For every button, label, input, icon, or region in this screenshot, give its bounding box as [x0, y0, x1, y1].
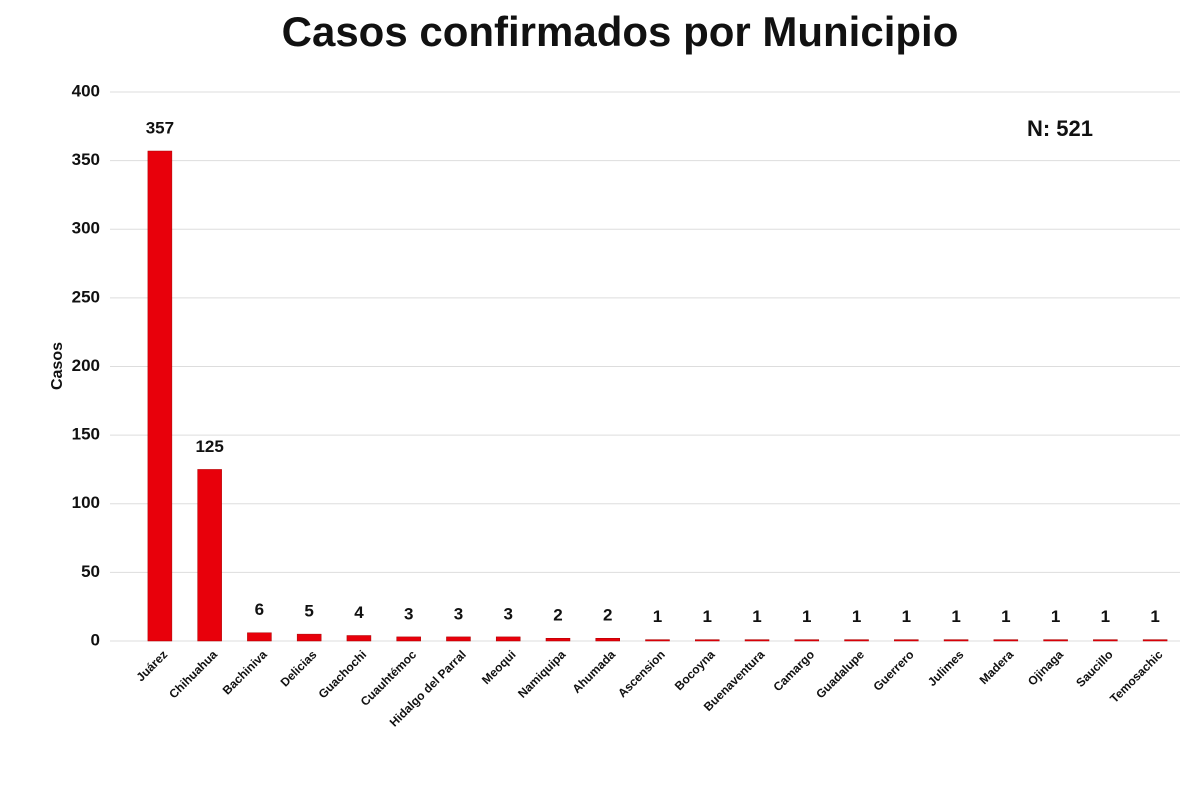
data-label: 1: [1150, 607, 1159, 626]
bar: [396, 636, 421, 642]
data-label: 1: [802, 607, 811, 626]
x-tick-label: Delicias: [278, 647, 320, 689]
y-tick-label: 250: [72, 287, 100, 306]
data-label: 2: [603, 606, 612, 625]
y-tick-label: 350: [72, 150, 100, 169]
bar: [197, 469, 222, 642]
bar: [744, 639, 770, 642]
bar: [1093, 639, 1118, 642]
data-label: 1: [1001, 607, 1010, 626]
y-axis-label: Casos: [49, 342, 66, 390]
bar: [296, 633, 322, 642]
y-tick-label: 300: [72, 219, 100, 238]
data-label: 1: [951, 607, 960, 626]
bar: [1142, 639, 1168, 642]
x-tick-label: Ahumada: [570, 647, 619, 696]
bar: [147, 150, 173, 642]
y-tick-label: 50: [81, 562, 100, 581]
x-tick-label: Bocoyna: [672, 647, 718, 693]
bar: [844, 639, 869, 642]
data-label: 1: [1051, 607, 1060, 626]
data-label: 1: [752, 607, 761, 626]
x-tick-label: Guadalupe: [813, 647, 867, 701]
x-tick-label: Ojinaga: [1025, 647, 1066, 688]
bar: [894, 639, 919, 642]
x-tick-label: Saucillo: [1073, 647, 1115, 689]
bar: [346, 635, 372, 642]
chart-title: Casos confirmados por Municipio: [282, 8, 959, 55]
data-label: 3: [404, 604, 413, 623]
bar: [545, 638, 571, 642]
x-tick-label: Chihuahua: [166, 647, 220, 701]
bar: [993, 639, 1019, 642]
x-tick-label: Namiquipa: [515, 647, 569, 701]
data-label: 1: [1101, 607, 1110, 626]
bar: [794, 639, 820, 642]
x-tick-label: Meoqui: [479, 647, 519, 687]
data-label: 4: [354, 603, 364, 622]
data-label: 5: [304, 602, 313, 621]
bar: [1043, 639, 1068, 642]
data-label: 1: [653, 607, 662, 626]
data-label: 3: [454, 604, 463, 623]
bar: [495, 636, 521, 642]
data-label: 2: [553, 606, 562, 625]
data-label: 1: [852, 607, 861, 626]
y-tick-label: 200: [72, 356, 100, 375]
y-tick-label: 400: [72, 81, 100, 100]
bar: [446, 636, 471, 642]
annotation: N: 521: [1027, 116, 1093, 141]
x-tick-label: Guerrero: [870, 647, 916, 693]
y-tick-label: 100: [72, 493, 100, 512]
data-label: 6: [255, 600, 264, 619]
bar: [943, 639, 969, 642]
data-label: 357: [146, 119, 174, 138]
x-tick-label: Madera: [977, 647, 1017, 687]
x-tick-label: Julimes: [925, 647, 967, 689]
x-tick-label: Juárez: [133, 647, 170, 684]
x-tick-label: Temosachic: [1107, 647, 1166, 706]
bar: [645, 639, 670, 642]
x-tick-label: Ascension: [615, 647, 668, 700]
data-label: 1: [703, 607, 712, 626]
bar: [695, 639, 720, 642]
x-tick-label: Bachiniva: [220, 647, 270, 697]
x-tick-label: Camargo: [770, 647, 817, 694]
y-tick-label: 150: [72, 425, 100, 444]
bar: [595, 638, 620, 642]
data-label: 1: [902, 607, 911, 626]
x-tick-label: Guachochi: [316, 647, 370, 701]
bar: [247, 632, 272, 642]
y-tick-label: 0: [91, 630, 100, 649]
data-label: 3: [503, 604, 512, 623]
data-label: 125: [195, 437, 223, 456]
